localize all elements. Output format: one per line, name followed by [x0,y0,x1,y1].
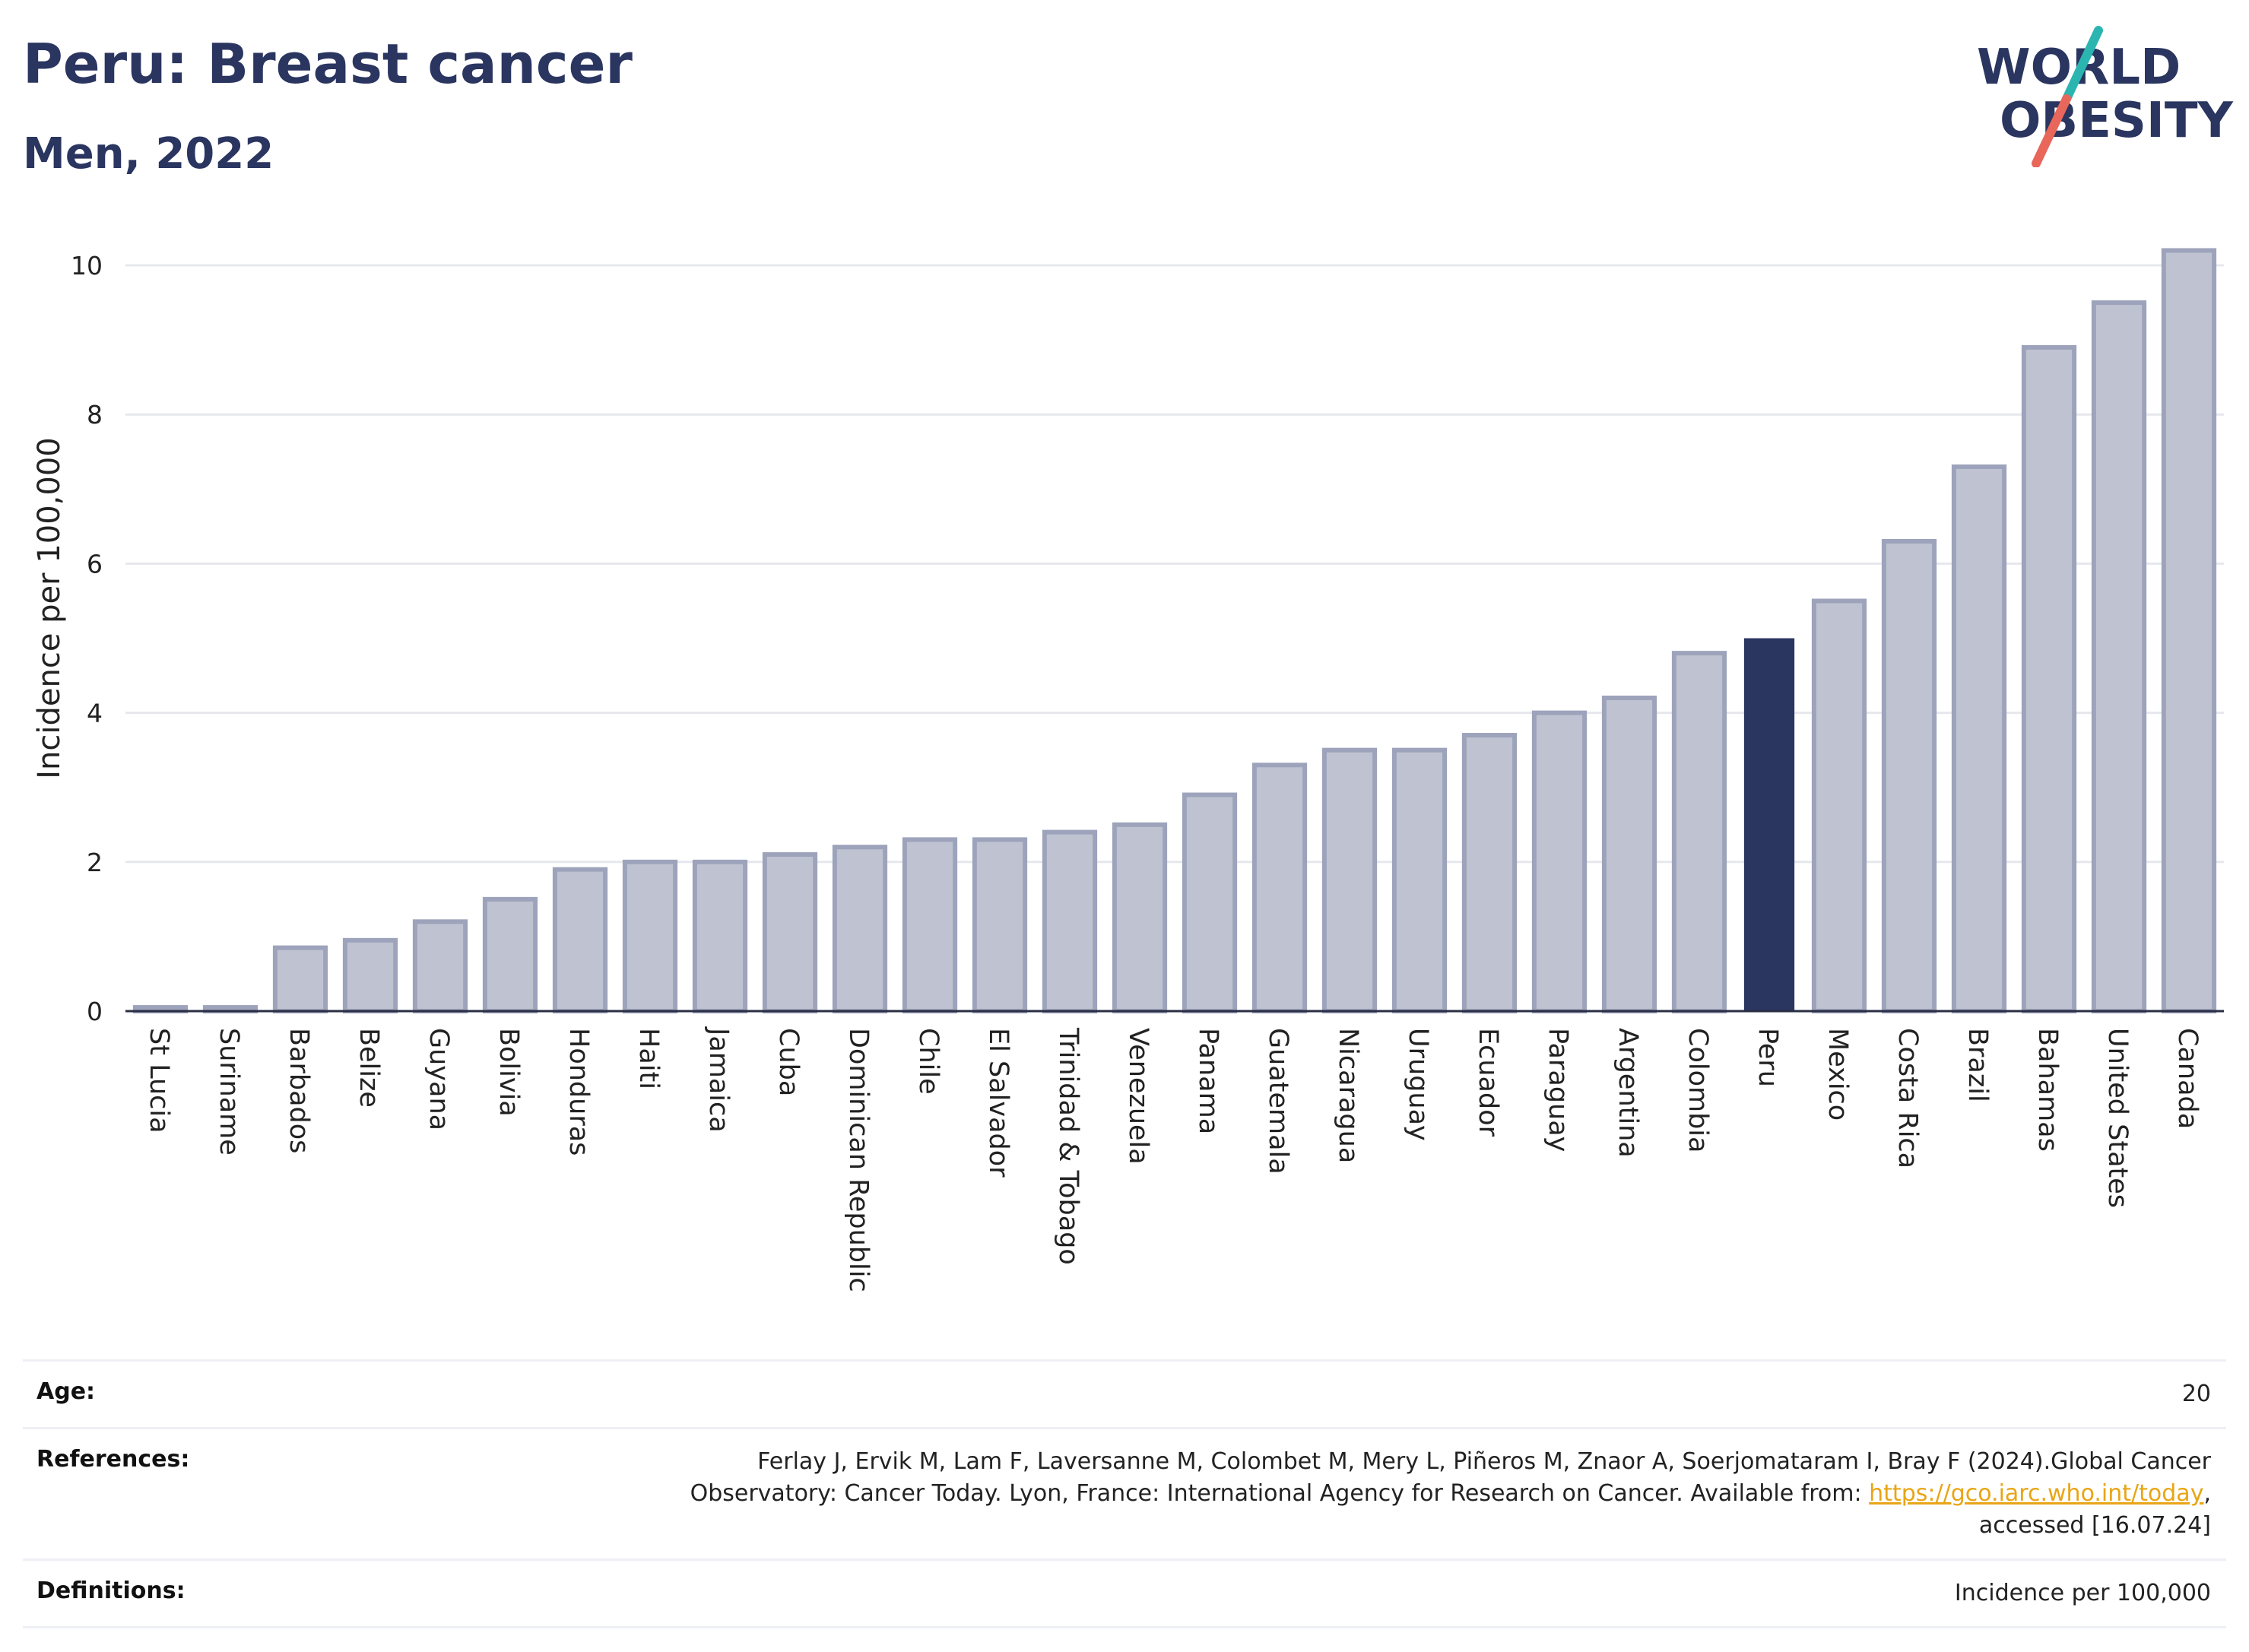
x-tick-label: Belize [354,1028,384,1108]
x-tick-label: Dominican Republic [843,1028,874,1292]
bar-cuba [762,852,818,1013]
bar-uruguay [1391,747,1448,1014]
x-tick-label: Paraguay [1543,1028,1573,1152]
bar-haiti [622,859,678,1014]
y-tick-label: 4 [87,699,103,728]
gridlines [125,264,2224,864]
x-tick-label: Chile [913,1028,944,1095]
references-text: Ferlay J, Ervik M, Lam F, Laversanne M, … [690,1448,2211,1507]
x-tick-label: Peru [1753,1028,1783,1087]
x-tick-label: St Lucia [144,1028,174,1134]
logo-slash-red [2032,94,2071,167]
references-value: Ferlay J, Ervik M, Lam F, Laversanne M, … [614,1446,2211,1542]
x-tick-label: Guyana [423,1028,454,1130]
x-tick-label: Canada [2172,1028,2203,1129]
bar-canada [2161,248,2217,1013]
chart-title: Peru: Breast cancer [23,32,633,96]
bar-bahamas [2021,344,2077,1013]
bar-venezuela [1112,822,1168,1014]
x-tick-label: United States [2102,1028,2133,1208]
x-tick-label: Guatemala [1263,1028,1293,1175]
bar-costa-rica [1881,539,1937,1013]
x-tick-label: Suriname [214,1028,244,1156]
x-tick-label: Mexico [1822,1028,1853,1121]
x-tick-label: Uruguay [1403,1028,1433,1141]
bar-argentina [1601,696,1657,1013]
y-tick-label: 2 [87,848,103,877]
chart-subtitle: Men, 2022 [23,129,274,179]
bar-el-salvador [972,837,1028,1014]
age-label: Age: [36,1378,96,1405]
axes: 0 2 4 6 8 10 [71,251,2224,1026]
category-labels: St Lucia Suriname Barbados Belize Guyana Boli… [144,1026,2203,1292]
x-tick-label: Honduras [563,1028,594,1156]
bar-peru [1743,638,1795,1011]
bar-paraguay [1531,710,1588,1013]
info-row-references: References: Ferlay J, Ervik M, Lam F, La… [23,1427,2226,1558]
x-tick-label: Jamaica [703,1026,734,1133]
age-value: 20 [2181,1381,2211,1407]
bars [132,248,2217,1014]
bar-nicaragua [1321,747,1378,1014]
x-tick-label: Bahamas [2032,1028,2063,1152]
bar-mexico [1811,598,1867,1013]
x-tick-label: Nicaragua [1333,1028,1363,1163]
x-tick-label: El Salvador [983,1028,1013,1178]
bar-jamaica [692,859,748,1014]
x-tick-label: Argentina [1613,1028,1643,1158]
bar-bolivia [482,896,538,1014]
references-tail: , accessed [16.07.24] [1978,1480,2211,1539]
bar-belize [342,937,398,1014]
x-tick-label: Barbados [284,1028,314,1153]
definitions-label: Definitions: [36,1577,186,1604]
y-tick-label: 10 [71,251,103,281]
y-tick-label: 6 [87,549,103,579]
world-obesity-logo: WORLD OBESITY [1977,26,2233,167]
y-axis-title: Incidence per 100,000 [32,437,67,779]
x-tick-label: Bolivia [493,1028,524,1117]
x-tick-label: Haiti [633,1028,664,1089]
definitions-value: Incidence per 100,000 [1954,1580,2211,1606]
x-tick-label: Colombia [1683,1028,1713,1153]
bar-guyana [412,919,468,1014]
bar-ecuador [1461,733,1518,1013]
bar-barbados [272,945,328,1013]
bar-guatemala [1251,763,1308,1013]
x-tick-label: Panama [1193,1028,1223,1134]
x-tick-label: Brazil [1962,1028,1993,1102]
x-tick-label: Cuba [773,1028,804,1096]
info-table: Age: 20 References: Ferlay J, Ervik M, L… [23,1359,2226,1628]
info-row-age: Age: 20 [23,1359,2226,1427]
y-tick-label: 0 [87,997,103,1026]
bar-honduras [552,867,608,1013]
references-link[interactable]: https://gco.iarc.who.int/today [1869,1480,2204,1507]
x-tick-label: Venezuela [1123,1028,1153,1165]
bar-brazil [1951,464,2007,1013]
bar-trinidad-tobago [1042,829,1098,1013]
info-row-definitions: Definitions: Incidence per 100,000 [23,1558,2226,1628]
logo-slash-teal [2062,26,2103,103]
bar-chile [902,837,958,1014]
logo-line2: OBESITY [2000,93,2233,149]
bar-colombia [1671,651,1727,1014]
bar-united-states [2091,300,2147,1014]
bar-dominican-republic [832,845,888,1013]
x-tick-label: Trinidad & Tobago [1053,1027,1083,1265]
x-tick-label: Costa Rica [1892,1028,1923,1168]
references-label: References: [36,1446,190,1473]
x-tick-label: Ecuador [1473,1028,1503,1137]
y-tick-label: 8 [87,400,103,430]
bar-chart: 0 2 4 6 8 10 St Lucia Suriname Barbados Belize Gu… [32,248,2224,1292]
bar-panama [1182,792,1238,1013]
